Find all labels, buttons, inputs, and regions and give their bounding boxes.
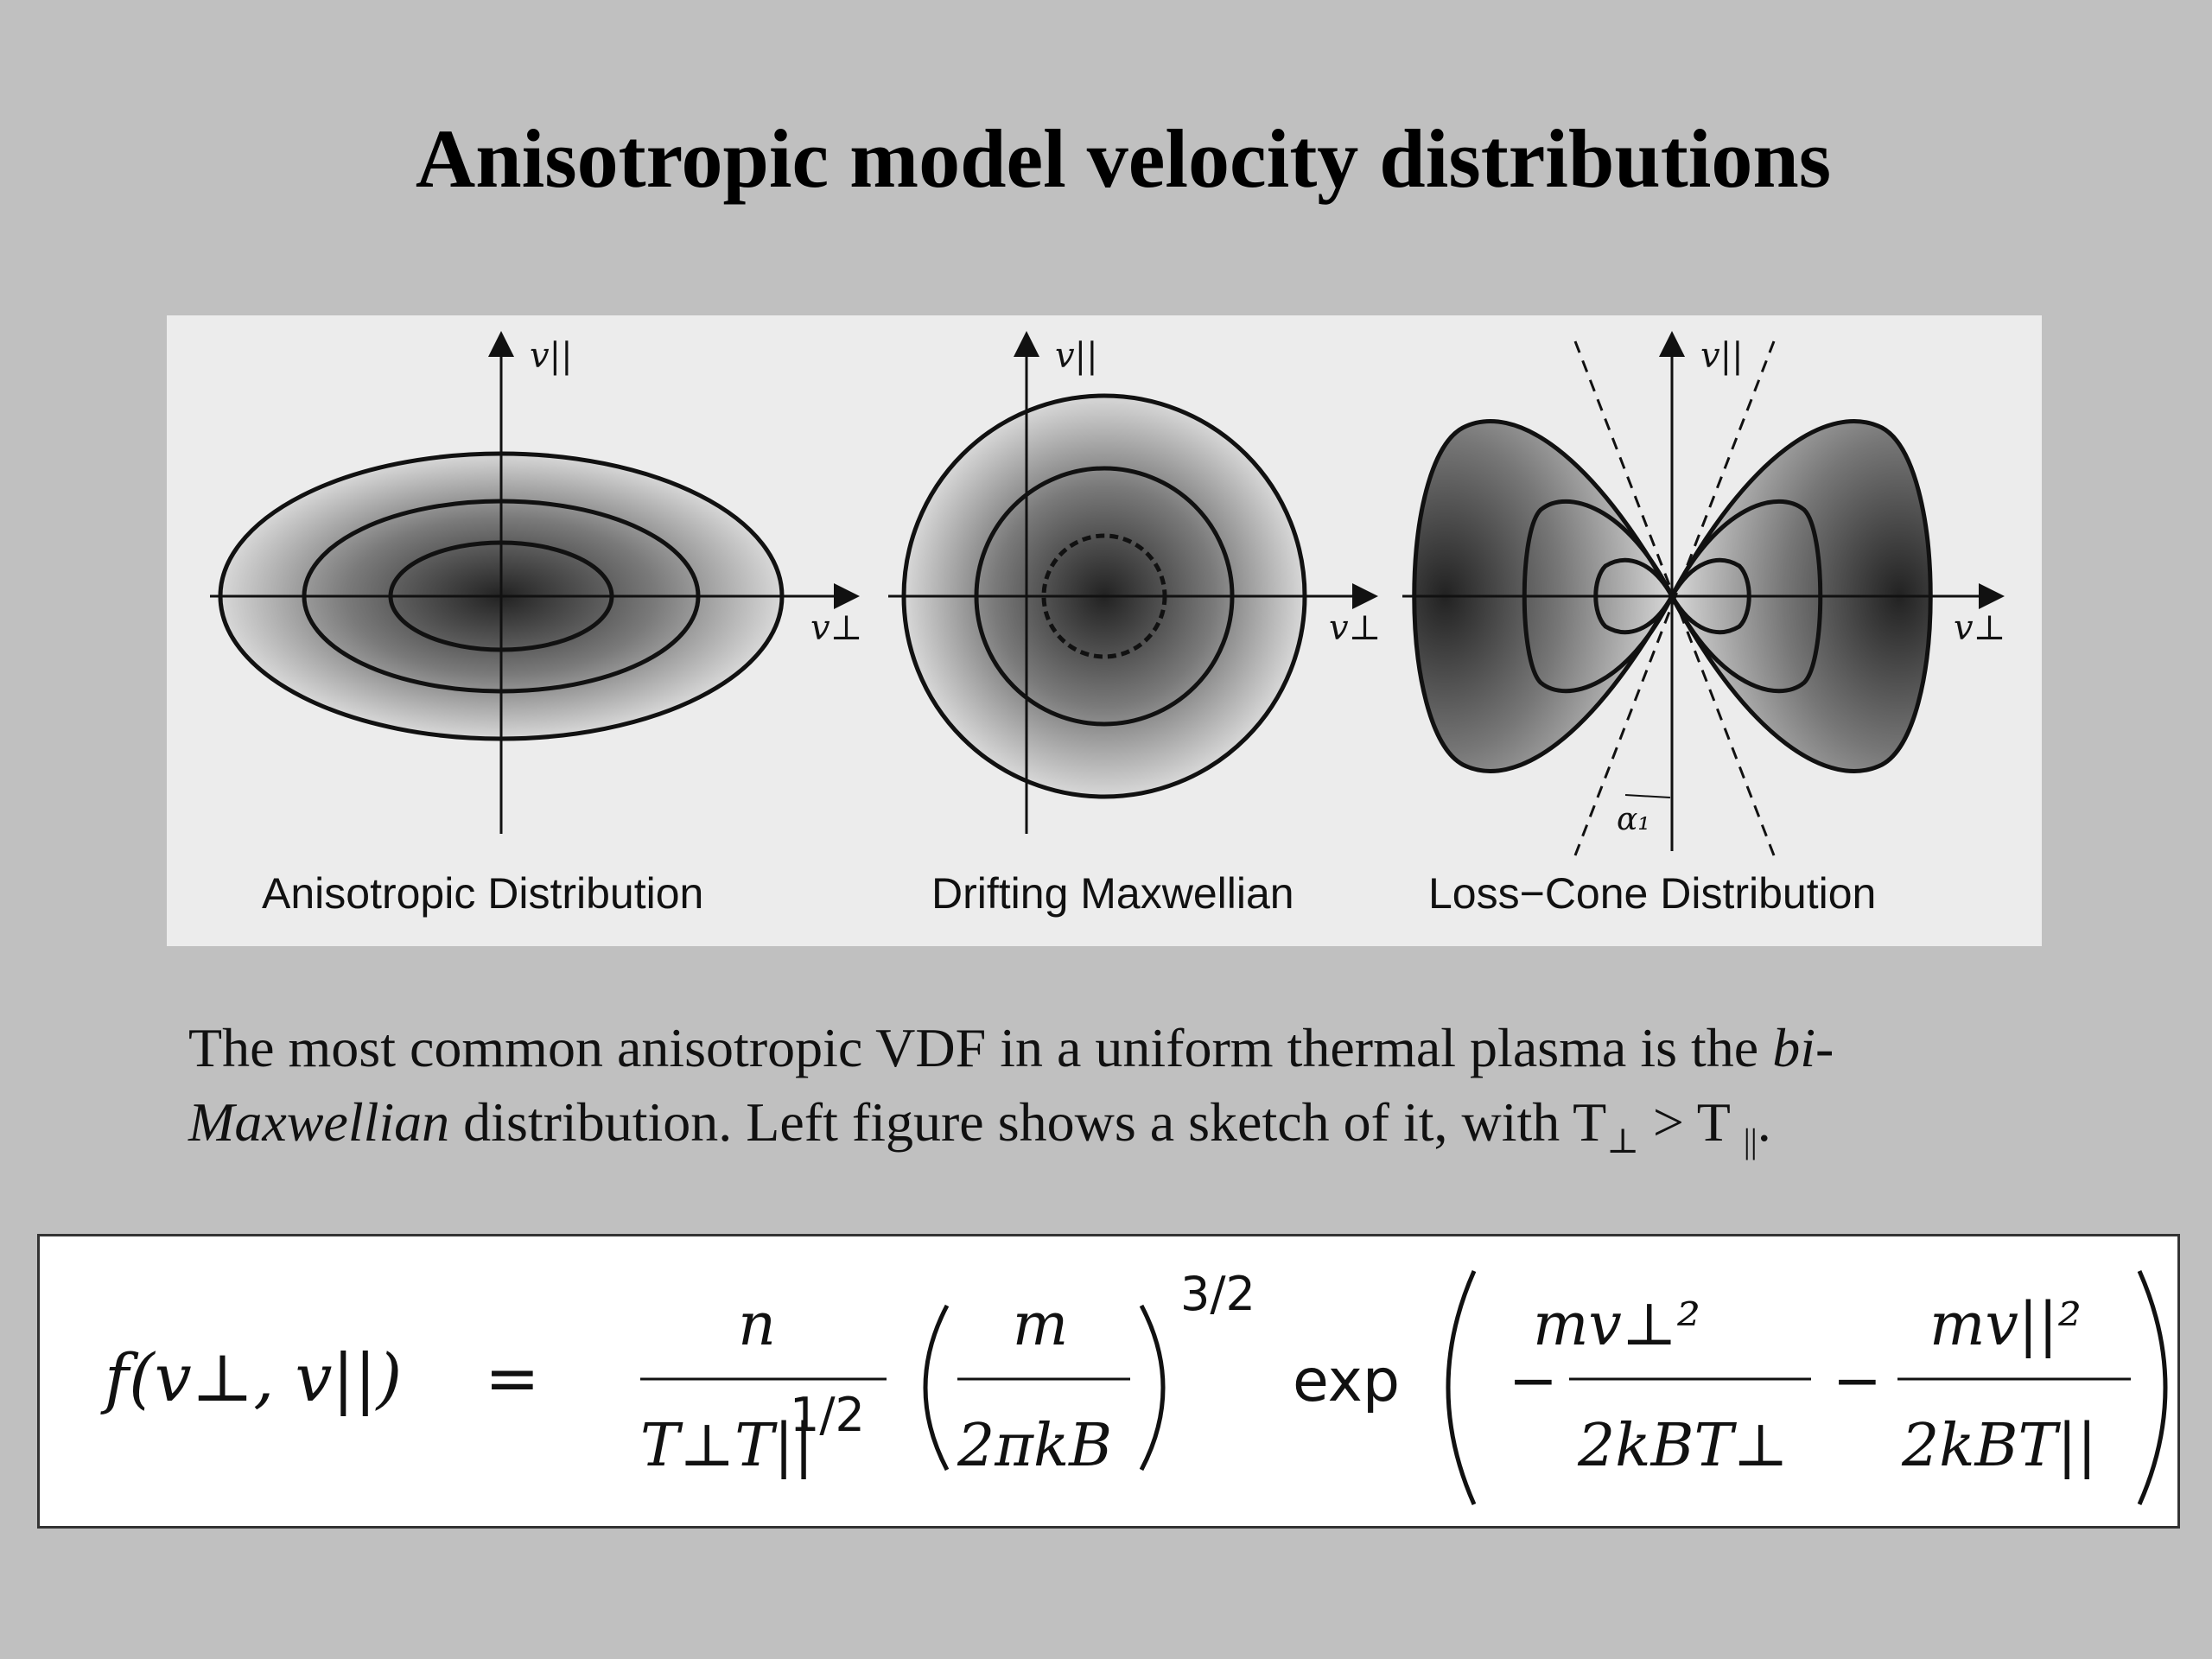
paragraph-line1-italic: bi- [1772, 1017, 1834, 1078]
formula-power: 3/2 [1180, 1267, 1255, 1321]
page-title: Anisotropic model velocity distributions [415, 112, 1832, 205]
formula-equals: = [485, 1339, 540, 1416]
v-perp-label-2: v⊥ [1329, 608, 1381, 648]
formula-numerator-4: mv||² [1929, 1291, 2082, 1359]
formula-denominator-3: 2kBT⊥ [1577, 1412, 1789, 1480]
formula-denominator-4: 2kBT|| [1901, 1412, 2097, 1480]
paragraph-line1-text: The most common anisotropic VDF in a uni… [188, 1017, 1773, 1078]
v-perp-label-1: v⊥ [810, 608, 862, 648]
formula-svg: f(v⊥, v||) = n T⊥T|| 1/2 m 2πkB 3/2 exp … [100, 1267, 2168, 1506]
paragraph-line2-text: distribution. Left figure shows a sketch… [449, 1091, 1607, 1153]
description-paragraph: The most common anisotropic VDF in a uni… [188, 1011, 2055, 1179]
formula-numerator-3: mv⊥² [1533, 1291, 1700, 1359]
formula-numerator-1: n [738, 1291, 776, 1359]
formula-lhs: f(v⊥, v||) [100, 1339, 402, 1416]
paragraph-end: . [1757, 1091, 1771, 1153]
perp-symbol: ⊥ [1606, 1122, 1639, 1160]
formula-denominator-2: 2πkB [957, 1412, 1112, 1480]
paragraph-line2-italic: Maxwellian [188, 1091, 450, 1153]
drifting-maxwellian-diagram: v|| v⊥ [888, 331, 1381, 834]
v-parallel-label-1: v|| [530, 336, 573, 376]
formula-numerator-2: m [1013, 1291, 1068, 1359]
distribution-figure: v|| v⊥ v|| v⊥ v|| v⊥ [167, 315, 2042, 946]
caption-anisotropic: Anisotropic Distribution [262, 869, 704, 918]
paragraph-gt: > T [1638, 1091, 1744, 1153]
formula-denominator-1-exp: 1/2 [790, 1388, 865, 1442]
formula-minus-2: − [1833, 1347, 1882, 1415]
formula-exp: exp [1293, 1347, 1400, 1415]
distribution-diagrams: v|| v⊥ v|| v⊥ v|| v⊥ [210, 331, 2005, 856]
formula-minus-1: − [1509, 1347, 1558, 1415]
v-perp-label-3: v⊥ [1954, 608, 2005, 648]
loss-cone-angle-label: α₁ [1617, 802, 1650, 837]
caption-loss-cone: Loss−Cone Distribution [1428, 869, 1877, 918]
bi-maxwellian-formula: f(v⊥, v||) = n T⊥T|| 1/2 m 2πkB 3/2 exp … [37, 1234, 2180, 1529]
parallel-symbol: || [1743, 1122, 1758, 1160]
v-parallel-label-2: v|| [1055, 336, 1098, 376]
anisotropic-diagram: v|| v⊥ [210, 331, 862, 834]
formula-denominator-1: T⊥T|| [640, 1412, 813, 1480]
loss-cone-diagram: v|| v⊥ α₁ [1402, 331, 2005, 856]
caption-drifting-maxwellian: Drifting Maxwellian [931, 869, 1294, 918]
v-parallel-label-3: v|| [1700, 336, 1744, 376]
